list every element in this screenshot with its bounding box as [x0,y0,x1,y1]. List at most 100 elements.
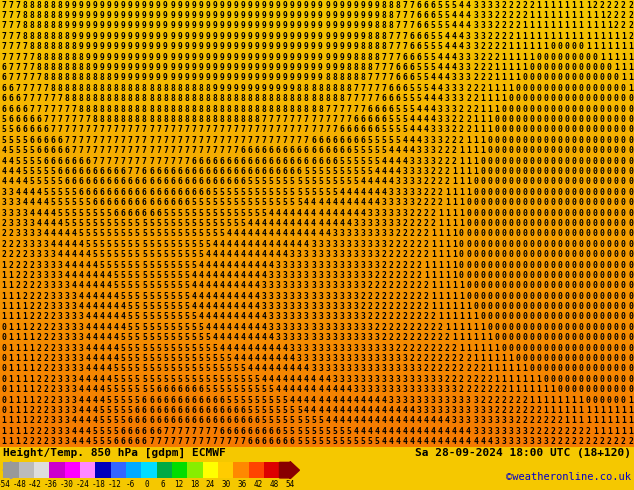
Text: 1: 1 [487,115,492,124]
Text: 1: 1 [430,229,436,238]
Text: 9: 9 [318,63,323,72]
Text: 3: 3 [339,250,344,259]
Text: 0: 0 [543,136,548,145]
Text: 1: 1 [459,313,464,321]
Text: 0: 0 [621,343,626,353]
Text: 6: 6 [290,167,295,176]
Text: 0: 0 [586,219,591,228]
Text: 6: 6 [283,167,288,176]
Text: 9: 9 [233,32,238,41]
Text: 0: 0 [529,229,534,238]
Text: 0: 0 [543,167,548,176]
Text: 4: 4 [93,395,98,405]
Text: 8: 8 [290,105,295,114]
Text: 0: 0 [508,219,513,228]
Text: 7: 7 [304,115,309,124]
Text: 1: 1 [438,302,443,311]
Text: 3: 3 [339,240,344,249]
Text: 0: 0 [494,281,499,290]
Text: 8: 8 [170,84,175,93]
Text: 9: 9 [219,74,224,82]
Text: 0: 0 [536,365,541,373]
Text: 0: 0 [515,271,521,280]
Text: 3: 3 [318,354,323,363]
Text: 7: 7 [332,105,337,114]
Text: 5: 5 [311,437,316,446]
Text: 5: 5 [100,229,105,238]
Text: 0: 0 [593,94,598,103]
Text: 5: 5 [424,52,429,62]
Text: 6: 6 [107,177,112,186]
Text: 5: 5 [135,365,140,373]
Text: 7: 7 [149,136,154,145]
Text: 5: 5 [149,261,154,270]
Text: 9: 9 [318,0,323,10]
Text: 3: 3 [65,385,69,394]
Text: 9: 9 [113,0,119,10]
Text: 5: 5 [233,219,238,228]
Text: 1: 1 [487,105,492,114]
Text: 6: 6 [276,157,281,166]
Text: 3: 3 [452,406,457,415]
Text: 5: 5 [86,219,91,228]
Text: 5: 5 [430,52,436,62]
Text: 1: 1 [508,52,513,62]
Text: 6: 6 [410,52,415,62]
Text: 3: 3 [360,365,365,373]
Text: 5: 5 [262,198,267,207]
Text: 3: 3 [297,302,302,311]
Text: 5: 5 [100,437,105,446]
Text: 4: 4 [269,365,274,373]
Text: 4: 4 [248,219,252,228]
Text: ©weatheronline.co.uk: ©weatheronline.co.uk [506,472,631,482]
Text: 9: 9 [262,22,267,30]
Text: 4: 4 [276,219,281,228]
Text: 8: 8 [375,22,379,30]
Text: 6: 6 [100,198,105,207]
Text: 0: 0 [557,333,562,342]
Text: 4: 4 [226,302,231,311]
Text: 2: 2 [36,365,41,373]
Text: 9: 9 [170,32,175,41]
Text: 4: 4 [65,229,69,238]
Text: 3: 3 [367,354,372,363]
Text: 9: 9 [198,0,204,10]
Text: 4: 4 [107,313,112,321]
Text: 1: 1 [600,406,605,415]
Text: 2: 2 [36,375,41,384]
Text: 4: 4 [240,313,245,321]
Text: 9: 9 [163,52,168,62]
Text: 8: 8 [93,84,98,93]
Text: 4: 4 [311,375,316,384]
Text: 2: 2 [607,437,612,446]
Text: 0: 0 [600,167,605,176]
Text: 5: 5 [135,385,140,394]
Text: 9: 9 [79,32,84,41]
Text: 5: 5 [58,209,62,218]
Text: 1: 1 [572,11,576,20]
Text: 0: 0 [543,292,548,301]
Text: 6: 6 [149,167,154,176]
Text: 3: 3 [318,365,323,373]
Text: 6: 6 [240,427,245,436]
Text: 4: 4 [269,209,274,218]
Text: 0: 0 [536,333,541,342]
Text: 3: 3 [382,198,386,207]
Text: 8: 8 [367,52,372,62]
Text: 5: 5 [297,437,302,446]
Text: 5: 5 [113,406,119,415]
Text: 2: 2 [487,395,492,405]
Text: 4: 4 [311,219,316,228]
Text: 6: 6 [375,125,379,134]
Text: 7: 7 [219,125,224,134]
Text: 5: 5 [226,354,231,363]
Text: 0: 0 [600,63,605,72]
Text: 1: 1 [438,281,443,290]
Text: 7: 7 [205,146,210,155]
Text: 0: 0 [494,219,499,228]
Text: 1: 1 [628,74,633,82]
Text: 6: 6 [15,115,20,124]
Text: 5: 5 [100,240,105,249]
Text: 9: 9 [149,32,154,41]
Text: 4: 4 [276,229,281,238]
